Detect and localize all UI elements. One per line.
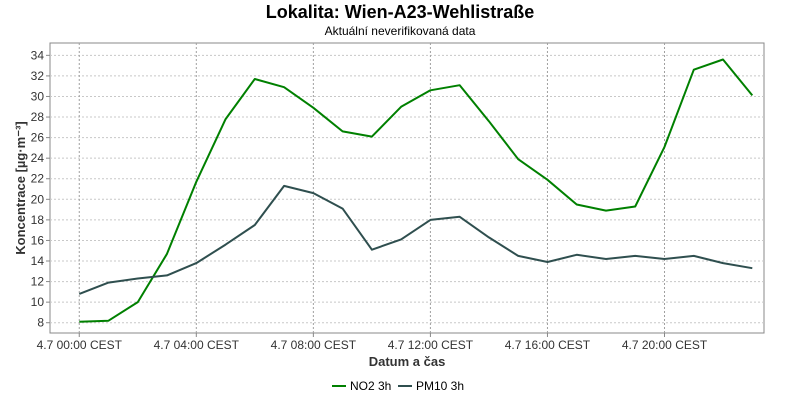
chart-subtitle: Aktuální neverifikovaná data	[324, 24, 476, 38]
legend: NO2 3h PM10 3h	[332, 379, 464, 393]
y-tick-label: 10	[31, 295, 45, 309]
y-tick-label: 14	[31, 254, 45, 268]
y-tick-label: 28	[31, 110, 45, 124]
axis-layer: 8 10 12 14 16 18 20 22 24 26 28 30 32 34 4.7 00:00 CES…	[31, 48, 708, 352]
series-line-no2-3h	[79, 58, 754, 323]
y-tick-label: 20	[31, 192, 45, 206]
chart-title: Lokalita: Wien-A23-Wehlistraße	[265, 2, 535, 22]
x-tick-label: 4.7 20:00 CEST	[622, 338, 708, 352]
legend-label: NO2 3h	[350, 379, 391, 393]
plot-area	[49, 42, 765, 334]
series-line-pm10-3h	[78, 184, 753, 295]
legend-label: PM10 3h	[416, 379, 464, 393]
series-layer	[78, 58, 754, 323]
x-tick-label: 4.7 08:00 CEST	[271, 338, 357, 352]
y-tick-label: 12	[31, 275, 45, 289]
x-tick-label: 4.7 00:00 CEST	[37, 338, 123, 352]
x-tick-label: 4.7 04:00 CEST	[154, 338, 240, 352]
x-axis-title: Datum a čas	[369, 354, 446, 369]
y-tick-label: 8	[37, 316, 44, 330]
y-tick-label: 18	[31, 213, 45, 227]
y-tick-label: 34	[31, 48, 45, 62]
x-tick-label: 4.7 16:00 CEST	[505, 338, 591, 352]
y-tick-label: 32	[31, 69, 45, 83]
y-tick-label: 30	[31, 89, 45, 103]
y-tick-label: 26	[31, 131, 45, 145]
y-tick-label: 22	[31, 172, 45, 186]
x-tick-label: 4.7 12:00 CEST	[388, 338, 474, 352]
y-axis-title: Koncentrace [µg·m⁻³]	[13, 121, 28, 255]
y-tick-label: 16	[31, 233, 45, 247]
y-tick-label: 24	[31, 151, 45, 165]
